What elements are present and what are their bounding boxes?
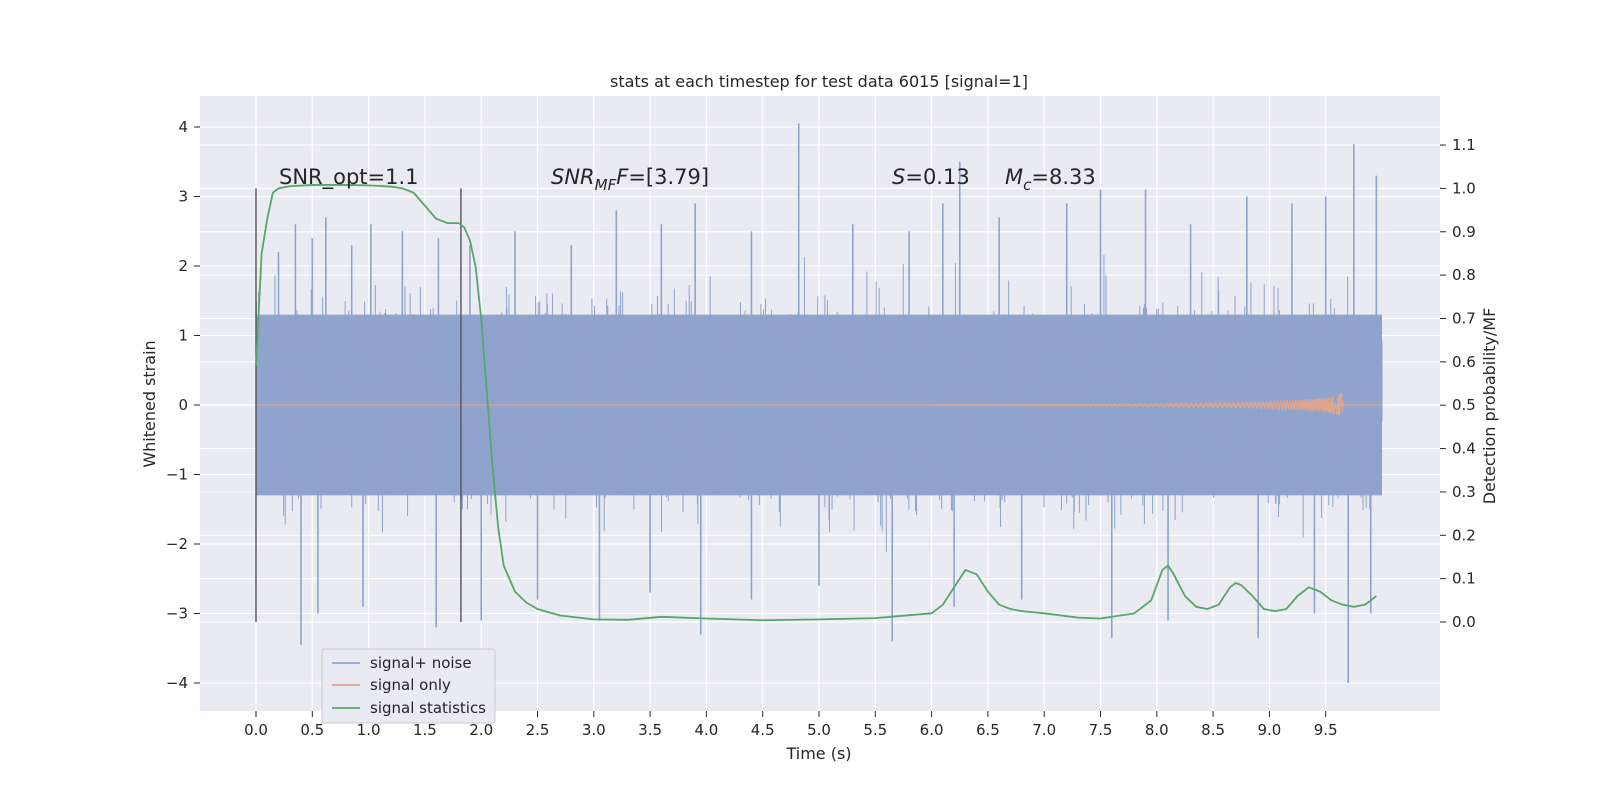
signal-statistics-line: [255, 184, 1377, 622]
y-ticks-left: 4 3 2 1 0 −1 −2 −3 −4: [166, 118, 200, 692]
y-tick-label-right: 1.1: [1452, 136, 1476, 154]
x-tick-label: 5.5: [863, 721, 887, 739]
x-tick-label: 2.5: [526, 721, 550, 739]
x-tick-label: 1.0: [357, 721, 381, 739]
legend-label-signal-statistics: signal statistics: [370, 699, 486, 717]
y-tick-label-right: 0.8: [1452, 266, 1476, 284]
y-tick-label-left: −4: [166, 674, 188, 692]
x-tick-label: 3.5: [638, 721, 662, 739]
annotation-mc: Mc=8.33: [1005, 165, 1096, 194]
noise-extreme-spikes: [277, 123, 1378, 683]
y-tick-label-left: 1: [178, 327, 188, 345]
x-ticks: 0.0 0.5 1.0 1.5 2.0 2.5 3.0 3.5 4.0 4.5 5.0 5.5 6.0 6…: [244, 711, 1338, 739]
x-tick-label: 8.0: [1145, 721, 1169, 739]
x-tick-label: 6.5: [976, 721, 1000, 739]
chart-title: stats at each timestep for test data 601…: [610, 72, 1028, 91]
y-tick-label-right: 0.3: [1452, 483, 1476, 501]
x-tick-label: 4.5: [751, 721, 775, 739]
y-ticks-right: 1.1 1.0 0.9 0.8 0.7 0.6 0.5 0.4 0.3 0.2 0.1 0.0: [1440, 136, 1476, 631]
snr-mf-base: SNR: [551, 165, 595, 189]
y-tick-label-right: 0.9: [1452, 223, 1476, 241]
snr-mf-value: =[3.79]: [628, 165, 709, 189]
signal-statistics-series: [255, 184, 1377, 622]
snr-mf-f: F: [616, 165, 629, 189]
y-tick-label-left: −2: [166, 535, 188, 553]
x-tick-label: 4.0: [694, 721, 718, 739]
x-tick-label: 0.5: [300, 721, 324, 739]
y-tick-label-left: 0: [178, 396, 188, 414]
y-axis-label-left: Whitened strain: [140, 340, 159, 467]
x-tick-label: 5.0: [807, 721, 831, 739]
signal-only-chirp: [931, 392, 1345, 415]
y-tick-label-right: 0.5: [1452, 396, 1476, 414]
signal-only-series: [256, 392, 1382, 415]
y-tick-label-left: 3: [178, 188, 188, 206]
y-tick-label-left: 4: [178, 118, 188, 136]
legend: signal+ noise signal only signal statist…: [321, 648, 496, 724]
x-tick-label: 6.0: [920, 721, 944, 739]
s-value: =0.13: [905, 165, 969, 189]
legend-label-signal-noise: signal+ noise: [370, 654, 472, 672]
mc-value: =8.33: [1031, 165, 1095, 189]
y-tick-label-left: −3: [166, 605, 188, 623]
x-tick-label: 7.5: [1089, 721, 1113, 739]
x-tick-label: 7.0: [1032, 721, 1056, 739]
y-tick-label-right: 0.4: [1452, 440, 1476, 458]
annotation-snr-mf: SNRMFF=[3.79]: [551, 165, 709, 194]
y-tick-label-right: 0.0: [1452, 613, 1476, 631]
y-tick-label-right: 0.2: [1452, 526, 1476, 544]
y-axis-label-right: Detection probability/MF: [1480, 308, 1499, 505]
x-tick-label: 0.0: [244, 721, 268, 739]
y-tick-label-right: 0.1: [1452, 570, 1476, 588]
x-tick-label: 9.0: [1257, 721, 1281, 739]
legend-box: [321, 648, 496, 724]
x-tick-label: 9.5: [1314, 721, 1338, 739]
y-tick-label-right: 0.6: [1452, 353, 1476, 371]
mc-base: M: [1005, 165, 1023, 189]
x-tick-label: 1.5: [413, 721, 437, 739]
mc-sub: c: [1023, 176, 1032, 194]
s-label: S: [892, 165, 905, 189]
annotation-snr-opt: SNR_opt=1.1: [279, 165, 419, 190]
snr-mf-sub: MF: [595, 176, 617, 194]
y-tick-label-right: 0.7: [1452, 309, 1476, 327]
x-tick-label: 8.5: [1201, 721, 1225, 739]
x-tick-label: 3.0: [582, 721, 606, 739]
y-tick-label-right: 1.0: [1452, 179, 1476, 197]
x-axis-label: Time (s): [785, 744, 851, 763]
vertical-markers: [255, 188, 462, 622]
x-tick-label: 2.0: [469, 721, 493, 739]
y-tick-label-left: −1: [166, 466, 188, 484]
annotation-s: S=0.13: [892, 165, 970, 189]
y-tick-label-left: 2: [178, 257, 188, 275]
legend-label-signal-only: signal only: [370, 676, 451, 694]
